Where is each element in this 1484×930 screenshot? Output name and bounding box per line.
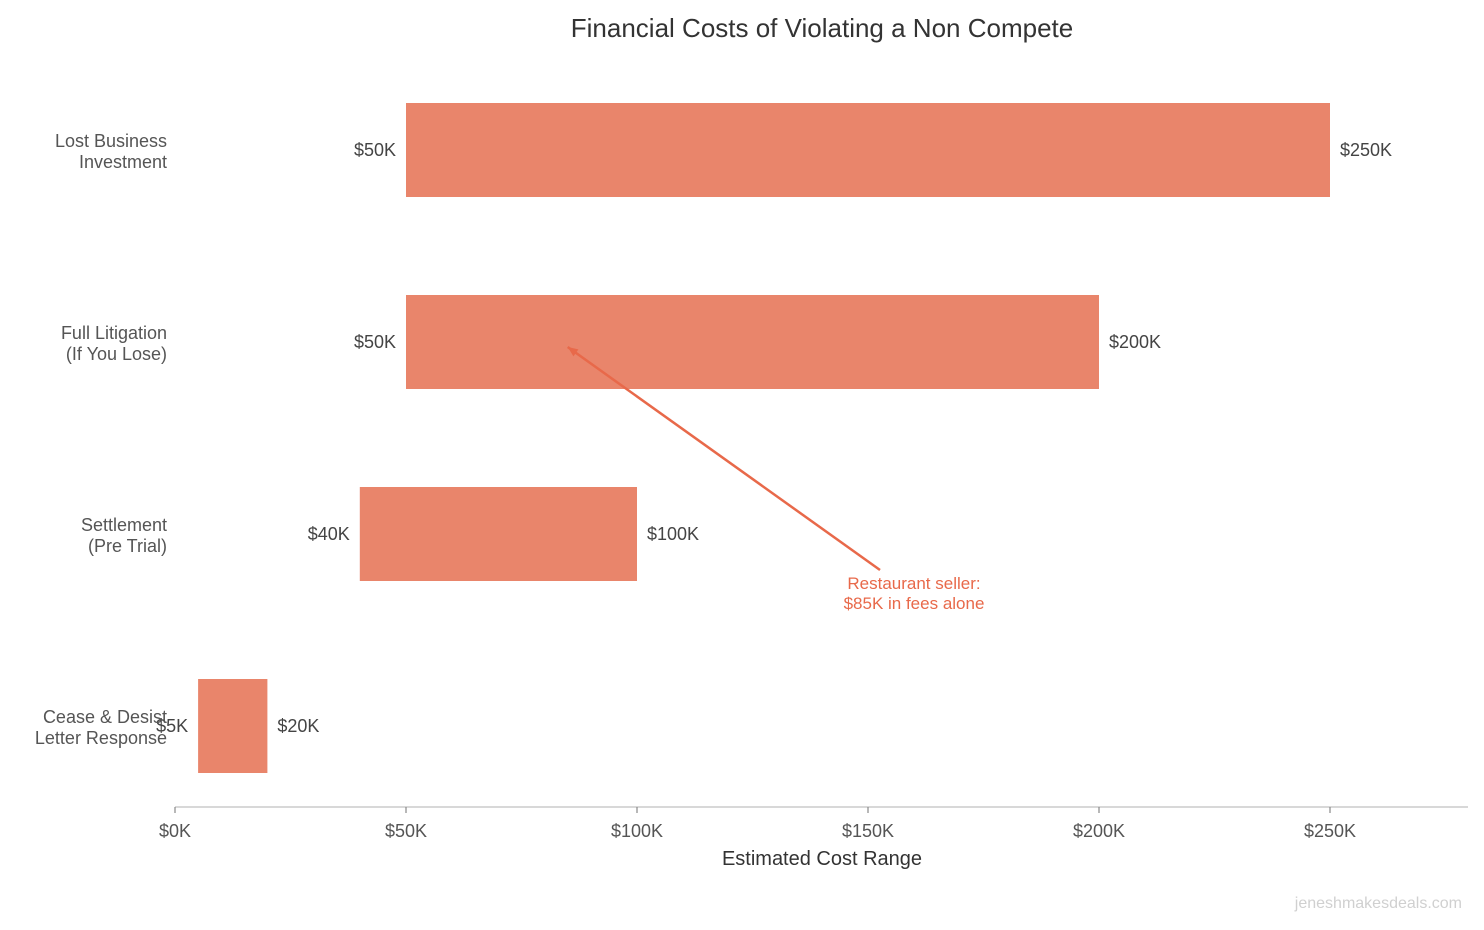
annotation-line: Restaurant seller:: [847, 574, 980, 593]
x-tick-label: $100K: [611, 821, 663, 841]
bars: $50K $250K Lost Business Investment $50K $200…: [35, 103, 1392, 773]
low-label: $5K: [156, 716, 188, 736]
category-label-line: Settlement: [81, 515, 167, 535]
low-label: $40K: [308, 524, 350, 544]
bar: [406, 103, 1330, 197]
category-label: Full Litigation (If You Lose): [61, 323, 167, 364]
annotation-line: $85K in fees alone: [844, 594, 985, 613]
bar: [406, 295, 1099, 389]
category-label-line: (Pre Trial): [88, 536, 167, 556]
x-tick-label: $250K: [1304, 821, 1356, 841]
x-tick-label: $0K: [159, 821, 191, 841]
annotation-arrow: [566, 345, 881, 572]
x-tick-label: $150K: [842, 821, 894, 841]
annotation-text: Restaurant seller: $85K in fees alone: [844, 574, 985, 613]
category-label-line: Full Litigation: [61, 323, 167, 343]
category-label: Lost Business Investment: [55, 131, 167, 172]
x-tick-label: $200K: [1073, 821, 1125, 841]
category-label-line: Letter Response: [35, 728, 167, 748]
low-label: $50K: [354, 332, 396, 352]
bar: [198, 679, 268, 773]
high-label: $100K: [647, 524, 699, 544]
arrowhead: [567, 347, 579, 357]
watermark: jeneshmakesdeals.com: [1294, 895, 1462, 912]
high-label: $250K: [1340, 140, 1392, 160]
category-label-line: Cease & Desist: [43, 707, 167, 727]
x-tick-label: $50K: [385, 821, 427, 841]
chart-title: Financial Costs of Violating a Non Compe…: [571, 13, 1073, 43]
category-label: Cease & Desist Letter Response: [35, 707, 167, 748]
high-label: $20K: [277, 716, 319, 736]
category-label-line: Investment: [79, 152, 167, 172]
high-label: $200K: [1109, 332, 1161, 352]
category-label: Settlement (Pre Trial): [81, 515, 167, 556]
annotation: Restaurant seller: $85K in fees alone: [566, 345, 985, 613]
category-label-line: (If You Lose): [66, 344, 167, 364]
x-axis-label: Estimated Cost Range: [722, 848, 922, 870]
bar: [359, 487, 637, 581]
low-label: $50K: [354, 140, 396, 160]
category-label-line: Lost Business: [55, 131, 167, 151]
x-axis: $0K $50K $100K $150K $200K $250K: [159, 806, 1468, 841]
